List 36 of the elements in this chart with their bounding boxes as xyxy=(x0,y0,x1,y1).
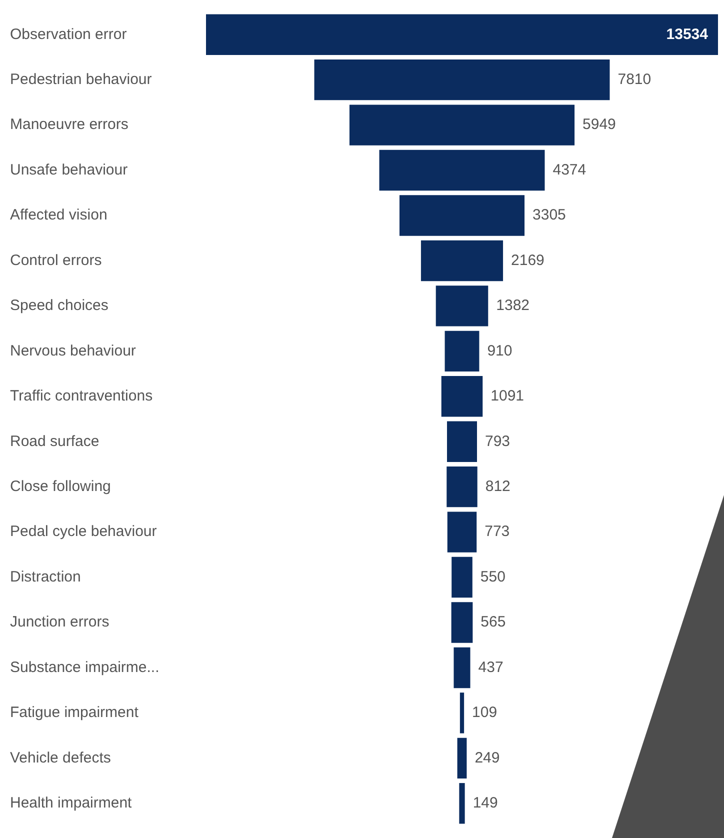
data-label: 437 xyxy=(478,658,504,676)
category-label: Close following xyxy=(10,478,111,495)
category-label: Substance impairme... xyxy=(10,658,160,676)
category-label: Health impairment xyxy=(10,794,133,812)
category-label: Traffic contraventions xyxy=(10,388,153,405)
category-label: Unsafe behaviour xyxy=(10,161,128,178)
category-label: Junction errors xyxy=(10,614,110,631)
data-label: 1091 xyxy=(490,388,524,405)
category-label: Road surface xyxy=(10,432,100,450)
data-label: 4374 xyxy=(552,161,586,178)
category-label: Vehicle defects xyxy=(10,749,111,766)
data-label: 7810 xyxy=(618,70,652,88)
data-label: 550 xyxy=(480,568,506,586)
data-label: 249 xyxy=(474,749,500,766)
category-label: Control errors xyxy=(10,252,102,269)
data-label: 2169 xyxy=(511,252,544,269)
data-label: 5949 xyxy=(582,116,616,134)
category-label: Manoeuvre errors xyxy=(10,116,128,134)
category-label: Pedal cycle behaviour xyxy=(10,523,157,540)
data-label: 3305 xyxy=(532,206,566,224)
data-label: 565 xyxy=(480,614,506,631)
data-label: 1382 xyxy=(496,297,530,314)
data-label: 793 xyxy=(485,432,510,450)
data-label: 812 xyxy=(485,478,510,495)
category-label: Observation error xyxy=(10,26,127,43)
data-label: 109 xyxy=(472,704,498,722)
category-label: Fatigue impairment xyxy=(10,704,140,722)
category-label: Nervous behaviour xyxy=(10,342,136,360)
data-label: 910 xyxy=(487,342,512,360)
category-label: Pedestrian behaviour xyxy=(10,70,152,88)
category-label: Distraction xyxy=(10,568,81,586)
data-label: 773 xyxy=(484,523,510,540)
category-label: Affected vision xyxy=(10,206,108,224)
data-label: 13534 xyxy=(666,26,709,43)
data-label: 149 xyxy=(472,794,498,812)
category-label: Speed choices xyxy=(10,297,108,314)
